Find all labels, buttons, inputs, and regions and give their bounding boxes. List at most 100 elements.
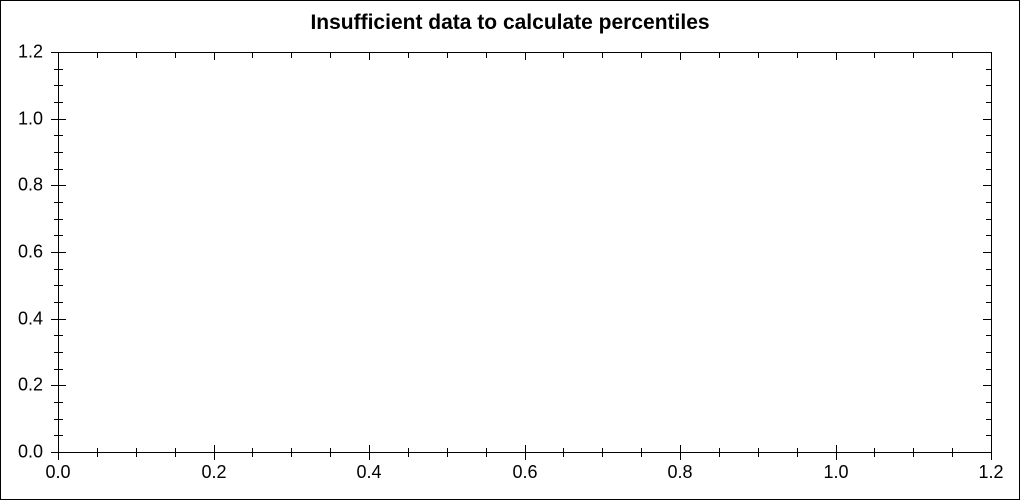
y-minor-tick-right xyxy=(986,202,991,203)
x-minor-tick-top xyxy=(252,53,253,58)
y-minor-tick-right xyxy=(986,352,991,353)
y-axis-tick-label: 1.2 xyxy=(17,41,43,62)
x-axis-tick-label: 0.2 xyxy=(201,462,227,482)
x-minor-tick-top xyxy=(486,53,487,58)
x-minor-tick-top xyxy=(913,53,914,58)
x-minor-tick xyxy=(175,448,176,457)
y-minor-tick xyxy=(54,352,63,353)
x-major-tick-top xyxy=(58,53,59,60)
x-minor-tick xyxy=(252,448,253,457)
x-minor-tick xyxy=(797,448,798,457)
x-minor-tick xyxy=(602,448,603,457)
x-minor-tick-top xyxy=(874,53,875,58)
y-minor-tick xyxy=(54,102,63,103)
y-minor-tick-right xyxy=(986,419,991,420)
y-minor-tick-right xyxy=(986,69,991,70)
y-major-tick-right xyxy=(983,119,991,120)
y-minor-tick-right xyxy=(986,219,991,220)
x-major-tick xyxy=(214,445,215,460)
y-minor-tick-right xyxy=(986,302,991,303)
y-major-tick xyxy=(51,52,66,53)
x-minor-tick-top xyxy=(330,53,331,58)
x-minor-tick xyxy=(874,448,875,457)
y-minor-tick xyxy=(54,69,63,70)
x-major-tick xyxy=(680,445,681,460)
x-minor-tick xyxy=(758,448,759,457)
x-major-tick-top xyxy=(214,53,215,60)
x-minor-tick-top xyxy=(97,53,98,58)
x-minor-tick-top xyxy=(602,53,603,58)
y-minor-tick xyxy=(54,402,63,403)
y-major-tick xyxy=(51,119,66,120)
y-major-tick-right xyxy=(983,52,991,53)
x-minor-tick xyxy=(97,448,98,457)
x-axis-tick-label: 0.8 xyxy=(667,462,693,482)
plot-area xyxy=(58,52,992,453)
x-minor-tick-top xyxy=(719,53,720,58)
y-major-tick xyxy=(51,319,66,320)
y-major-tick xyxy=(51,185,66,186)
x-minor-tick xyxy=(408,448,409,457)
y-minor-tick-right xyxy=(986,435,991,436)
y-minor-tick xyxy=(54,269,63,270)
x-minor-tick xyxy=(563,448,564,457)
x-minor-tick xyxy=(719,448,720,457)
y-minor-tick xyxy=(54,285,63,286)
y-minor-tick xyxy=(54,369,63,370)
x-major-tick xyxy=(525,445,526,460)
x-minor-tick-top xyxy=(136,53,137,58)
y-minor-tick xyxy=(54,202,63,203)
x-major-tick-top xyxy=(525,53,526,60)
y-minor-tick xyxy=(54,135,63,136)
x-minor-tick-top xyxy=(291,53,292,58)
y-major-tick-right xyxy=(983,385,991,386)
x-minor-tick-top xyxy=(797,53,798,58)
y-axis-tick-label: 0.8 xyxy=(17,174,43,195)
x-minor-tick-top xyxy=(563,53,564,58)
y-minor-tick-right xyxy=(986,85,991,86)
x-minor-tick-top xyxy=(758,53,759,58)
x-minor-tick xyxy=(330,448,331,457)
y-minor-tick-right xyxy=(986,402,991,403)
x-major-tick-top xyxy=(836,53,837,60)
x-minor-tick xyxy=(952,448,953,457)
x-axis-tick-label: 0.6 xyxy=(512,462,538,482)
y-minor-tick xyxy=(54,302,63,303)
y-axis-tick-label: 0.4 xyxy=(17,308,43,329)
y-minor-tick xyxy=(54,169,63,170)
x-major-tick xyxy=(836,445,837,460)
y-axis-tick-label: 1.0 xyxy=(17,108,43,129)
x-major-tick-top xyxy=(680,53,681,60)
x-minor-tick-top xyxy=(175,53,176,58)
y-minor-tick-right xyxy=(986,335,991,336)
x-minor-tick-top xyxy=(952,53,953,58)
y-minor-tick xyxy=(54,235,63,236)
x-major-tick-top xyxy=(369,53,370,60)
y-minor-tick-right xyxy=(986,285,991,286)
y-minor-tick-right xyxy=(986,135,991,136)
x-major-tick-top xyxy=(991,53,992,60)
y-major-tick-right xyxy=(983,185,991,186)
x-axis-tick-label: 1.0 xyxy=(823,462,849,482)
x-axis-tick-label: 0.0 xyxy=(45,462,71,482)
x-minor-tick xyxy=(136,448,137,457)
y-axis-tick-label: 0.2 xyxy=(17,374,43,395)
x-minor-tick xyxy=(447,448,448,457)
y-minor-tick-right xyxy=(986,102,991,103)
y-major-tick-right xyxy=(983,452,991,453)
y-minor-tick-right xyxy=(986,369,991,370)
x-minor-tick-top xyxy=(408,53,409,58)
x-minor-tick xyxy=(641,448,642,457)
y-minor-tick xyxy=(54,152,63,153)
x-minor-tick xyxy=(913,448,914,457)
y-minor-tick-right xyxy=(986,152,991,153)
y-axis-tick-label: 0.0 xyxy=(17,441,43,462)
y-minor-tick xyxy=(54,419,63,420)
x-axis-tick-label: 0.4 xyxy=(356,462,382,482)
y-minor-tick xyxy=(54,219,63,220)
y-major-tick xyxy=(51,252,66,253)
y-minor-tick xyxy=(54,435,63,436)
x-axis-tick-label: 1.2 xyxy=(978,462,1004,482)
y-major-tick-right xyxy=(983,319,991,320)
